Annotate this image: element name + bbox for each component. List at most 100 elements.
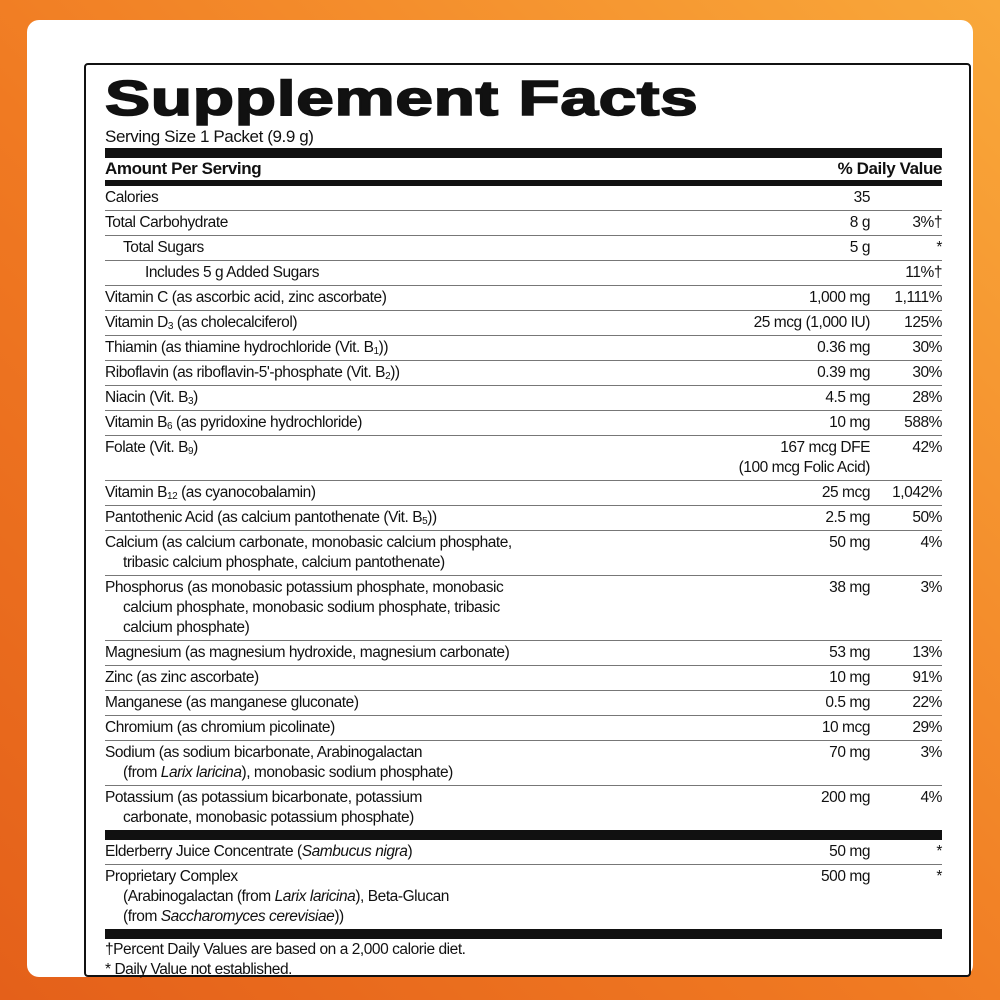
ingredient-name: Total Sugars [105,238,670,258]
amount-value: 50 mg [829,534,870,551]
table-row: Potassium (as potassium bicarbonate, pot… [105,786,942,830]
amount-per-serving: 25 mcg (1,000 IU) [670,313,871,333]
daily-value-percent: 3%† [912,214,942,231]
amount-value: 25 mcg (1,000 IU) [753,314,871,331]
amount-value: 8 g [849,214,871,231]
text: (as pyridoxine hydrochloride) [172,414,362,431]
daily-value-percent: 3% [920,744,942,761]
daily-value-percent: 22% [912,694,942,711]
subscript: 5 [422,516,428,527]
amount-value: 167 mcg DFE [780,439,870,456]
text: ) [407,843,413,860]
daily-value-percent: 30% [912,364,942,381]
scientific-name: Larix laricina [160,764,242,781]
text: (Arabinogalactan (from [123,888,275,905]
text: )) [334,908,344,925]
daily-value-percent: 125% [904,314,942,331]
ingredient-name: Calories [105,188,670,208]
ingredient-name-line: (Arabinogalactan (from Larix laricina), … [105,887,670,907]
text: Pantothenic Acid (as calcium pantothenat… [105,509,423,526]
amount-per-serving: 500 mg [670,867,870,927]
amount-per-serving: 8 g [670,213,871,233]
ingredient-name: Pantothenic Acid (as calcium pantothenat… [105,508,670,528]
amount-value: 0.39 mg [817,364,870,381]
table-row: Chromium (as chromium picolinate) 10 mcg 2… [105,716,942,741]
ingredient-name: Vitamin B12 (as cyanocobalamin) [105,483,670,503]
daily-value-percent: 1,042% [892,484,942,501]
table-row: Elderberry Juice Concentrate (Sambucus n… [105,840,942,865]
text: Zinc (as zinc ascorbate) [105,669,259,686]
amount-value: 1,000 mg [808,289,870,306]
text: Includes 5 g Added Sugars [145,264,320,281]
text: ), Beta-Glucan [355,888,449,905]
amount-value: 2.5 mg [825,509,870,526]
footnote-daily-value-basis: †Percent Daily Values are based on a 2,0… [105,941,466,958]
text: )) [427,509,437,526]
amount-per-serving: 50 mg [670,842,870,862]
amount-per-serving: 1,000 mg [670,288,870,308]
daily-value-percent: 28% [912,389,942,406]
amount-value: 200 mg [821,789,870,806]
table-row: Magnesium (as magnesium hydroxide, magne… [105,641,942,666]
ingredient-name-line: Thiamin (as thiamine hydrochloride (Vit.… [105,338,670,358]
amount-per-serving: 35 [670,188,871,208]
daily-value-percent: * [936,843,942,860]
daily-value-percent: 29% [912,719,942,736]
card: Supplement Facts Serving Size 1 Packet (… [27,20,973,978]
amount-per-serving: 167 mcg DFE (100 mcg Folic Acid) [670,438,871,478]
ingredient-name-line: Calories [105,188,670,208]
text: Vitamin D [105,314,168,331]
text: Calcium (as calcium carbonate, monobasic… [105,534,512,551]
ingredient-name-line: Total Sugars [123,238,670,258]
text: carbonate, monobasic potassium phosphate… [123,809,414,826]
amount-per-serving: 70 mg [670,743,870,783]
amount-per-serving [670,263,870,283]
table-row: Proprietary Complex (Arabinogalactan (fro… [105,865,942,929]
ingredient-name-line: Vitamin B12 (as cyanocobalamin) [105,483,670,503]
amount-per-serving: 53 mg [670,643,870,663]
text: (from [123,764,161,781]
table-row: Pantothenic Acid (as calcium pantothenat… [105,506,942,531]
daily-value-percent: 588% [904,414,942,431]
amount-per-serving: 38 mg [670,578,870,638]
amount-per-serving: 10 mg [670,413,870,433]
divider-medium [105,180,942,186]
daily-value-percent: 42% [912,439,942,456]
ingredient-name-line: Manganese (as manganese gluconate) [105,693,670,713]
ingredient-name-line: Magnesium (as magnesium hydroxide, magne… [105,643,670,663]
amount-per-serving: 50 mg [670,533,870,573]
amount-per-serving: 4.5 mg [670,388,870,408]
table-row: Manganese (as manganese gluconate) 0.5 mg… [105,691,942,716]
text: Elderberry Juice Concentrate ( [105,843,302,860]
ingredient-name: Sodium (as sodium bicarbonate, Arabinoga… [105,743,670,783]
amount-per-serving: 200 mg [670,788,870,828]
text: calcium phosphate) [123,619,250,636]
divider-thick [105,830,942,840]
amount-per-serving: 0.39 mg [670,363,870,383]
ingredient-name-line: tribasic calcium phosphate, calcium pant… [105,553,670,573]
table-row: Riboflavin (as riboflavin-5'-phosphate (… [105,361,942,386]
ingredient-name: Vitamin B6 (as pyridoxine hydrochloride) [105,413,670,433]
ingredient-name-line: (from Larix laricina), monobasic sodium … [105,763,670,783]
amount-value: 70 mg [829,744,870,761]
ingredient-name: Niacin (Vit. B3) [105,388,670,408]
ingredient-name: Zinc (as zinc ascorbate) [105,668,670,688]
ingredient-name: Riboflavin (as riboflavin-5'-phosphate (… [105,363,670,383]
ingredient-name: Includes 5 g Added Sugars [105,263,670,283]
text: (as cyanocobalamin) [177,484,316,501]
panel-title: Supplement Facts [104,72,699,126]
ingredient-name-line: Elderberry Juice Concentrate (Sambucus n… [105,842,670,862]
table-row: Vitamin B6 (as pyridoxine hydrochloride)… [105,411,942,436]
ingredient-name: Thiamin (as thiamine hydrochloride (Vit.… [105,338,670,358]
text: Thiamin (as thiamine hydrochloride (Vit.… [105,339,374,356]
amount-value: 50 mg [829,843,870,860]
table-row: Niacin (Vit. B3) 4.5 mg 28% [105,386,942,411]
amount-per-serving: 5 g [670,238,871,258]
daily-value-percent [870,188,942,208]
ingredient-name: Elderberry Juice Concentrate (Sambucus n… [105,842,670,862]
text: Chromium (as chromium picolinate) [105,719,335,736]
text: calcium phosphate, monobasic sodium phos… [123,599,500,616]
ingredient-name: Total Carbohydrate [105,213,670,233]
amount-value: 25 mcg [821,484,871,501]
text: ), monobasic sodium phosphate) [241,764,454,781]
